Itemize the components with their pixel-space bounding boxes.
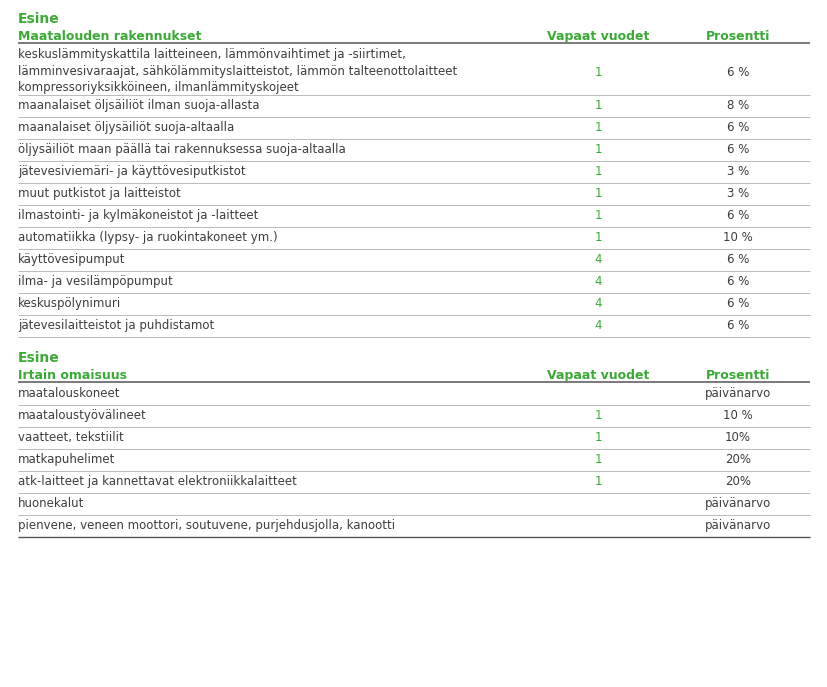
- Text: 10%: 10%: [725, 431, 751, 444]
- Text: käyttövesipumput: käyttövesipumput: [18, 253, 126, 266]
- Text: 4: 4: [595, 319, 602, 332]
- Text: 1: 1: [595, 187, 602, 200]
- Text: 10 %: 10 %: [723, 409, 753, 422]
- Text: keskuslämmityskattila laitteineen, lämmönvaihtimet ja -siirtimet,
lämminvesivara: keskuslämmityskattila laitteineen, lämmö…: [18, 48, 457, 94]
- Text: 4: 4: [595, 297, 602, 310]
- Text: päivänarvo: päivänarvo: [705, 519, 771, 532]
- Text: 4: 4: [595, 253, 602, 266]
- Text: 6 %: 6 %: [727, 297, 749, 310]
- Text: maatalouskoneet: maatalouskoneet: [18, 387, 121, 400]
- Text: maataloustyövälineet: maataloustyövälineet: [18, 409, 146, 422]
- Text: 1: 1: [595, 65, 602, 78]
- Text: maanalaiset öljysäiliöt suoja-altaalla: maanalaiset öljysäiliöt suoja-altaalla: [18, 121, 234, 134]
- Text: Vapaat vuodet: Vapaat vuodet: [547, 30, 649, 43]
- Text: 3 %: 3 %: [727, 165, 749, 178]
- Text: Vapaat vuodet: Vapaat vuodet: [547, 369, 649, 382]
- Text: 6 %: 6 %: [727, 143, 749, 156]
- Text: 1: 1: [595, 475, 602, 488]
- Text: jätevesiviemäri- ja käyttövesiputkistot: jätevesiviemäri- ja käyttövesiputkistot: [18, 165, 246, 178]
- Text: Esine: Esine: [18, 12, 60, 26]
- Text: Irtain omaisuus: Irtain omaisuus: [18, 369, 127, 382]
- Text: maanalaiset öljsäiliöt ilman suoja-allasta: maanalaiset öljsäiliöt ilman suoja-allas…: [18, 99, 260, 112]
- Text: Esine: Esine: [18, 351, 60, 365]
- Text: 1: 1: [595, 99, 602, 112]
- Text: 1: 1: [595, 143, 602, 156]
- Text: 6 %: 6 %: [727, 209, 749, 222]
- Text: 1: 1: [595, 209, 602, 222]
- Text: jätevesilaitteistot ja puhdistamot: jätevesilaitteistot ja puhdistamot: [18, 319, 214, 332]
- Text: 20%: 20%: [725, 475, 751, 488]
- Text: ilma- ja vesilämpöpumput: ilma- ja vesilämpöpumput: [18, 275, 173, 288]
- Text: 20%: 20%: [725, 453, 751, 466]
- Text: 1: 1: [595, 121, 602, 134]
- Text: keskuspölynimuri: keskuspölynimuri: [18, 297, 122, 310]
- Text: automatiikka (lypsy- ja ruokintakoneet ym.): automatiikka (lypsy- ja ruokintakoneet y…: [18, 231, 278, 244]
- Text: vaatteet, tekstiilit: vaatteet, tekstiilit: [18, 431, 124, 444]
- Text: päivänarvo: päivänarvo: [705, 387, 771, 400]
- Text: 10 %: 10 %: [723, 231, 753, 244]
- Text: 1: 1: [595, 431, 602, 444]
- Text: pienvene, veneen moottori, soutuvene, purjehdusjolla, kanootti: pienvene, veneen moottori, soutuvene, pu…: [18, 519, 395, 532]
- Text: 1: 1: [595, 165, 602, 178]
- Text: 1: 1: [595, 453, 602, 466]
- Text: matkapuhelimet: matkapuhelimet: [18, 453, 116, 466]
- Text: 1: 1: [595, 409, 602, 422]
- Text: Prosentti: Prosentti: [705, 369, 770, 382]
- Text: Maatalouden rakennukset: Maatalouden rakennukset: [18, 30, 202, 43]
- Text: 6 %: 6 %: [727, 319, 749, 332]
- Text: ilmastointi- ja kylmäkoneistot ja -laitteet: ilmastointi- ja kylmäkoneistot ja -laitt…: [18, 209, 258, 222]
- Text: 8 %: 8 %: [727, 99, 749, 112]
- Text: 6 %: 6 %: [727, 65, 749, 78]
- Text: päivänarvo: päivänarvo: [705, 497, 771, 510]
- Text: 6 %: 6 %: [727, 275, 749, 288]
- Text: 6 %: 6 %: [727, 253, 749, 266]
- Text: atk-laitteet ja kannettavat elektroniikkalaitteet: atk-laitteet ja kannettavat elektroniikk…: [18, 475, 297, 488]
- Text: 6 %: 6 %: [727, 121, 749, 134]
- Text: muut putkistot ja laitteistot: muut putkistot ja laitteistot: [18, 187, 181, 200]
- Text: huonekalut: huonekalut: [18, 497, 84, 510]
- Text: öljysäiliöt maan päällä tai rakennuksessa suoja-altaalla: öljysäiliöt maan päällä tai rakennuksess…: [18, 143, 346, 156]
- Text: 4: 4: [595, 275, 602, 288]
- Text: 1: 1: [595, 231, 602, 244]
- Text: 3 %: 3 %: [727, 187, 749, 200]
- Text: Prosentti: Prosentti: [705, 30, 770, 43]
